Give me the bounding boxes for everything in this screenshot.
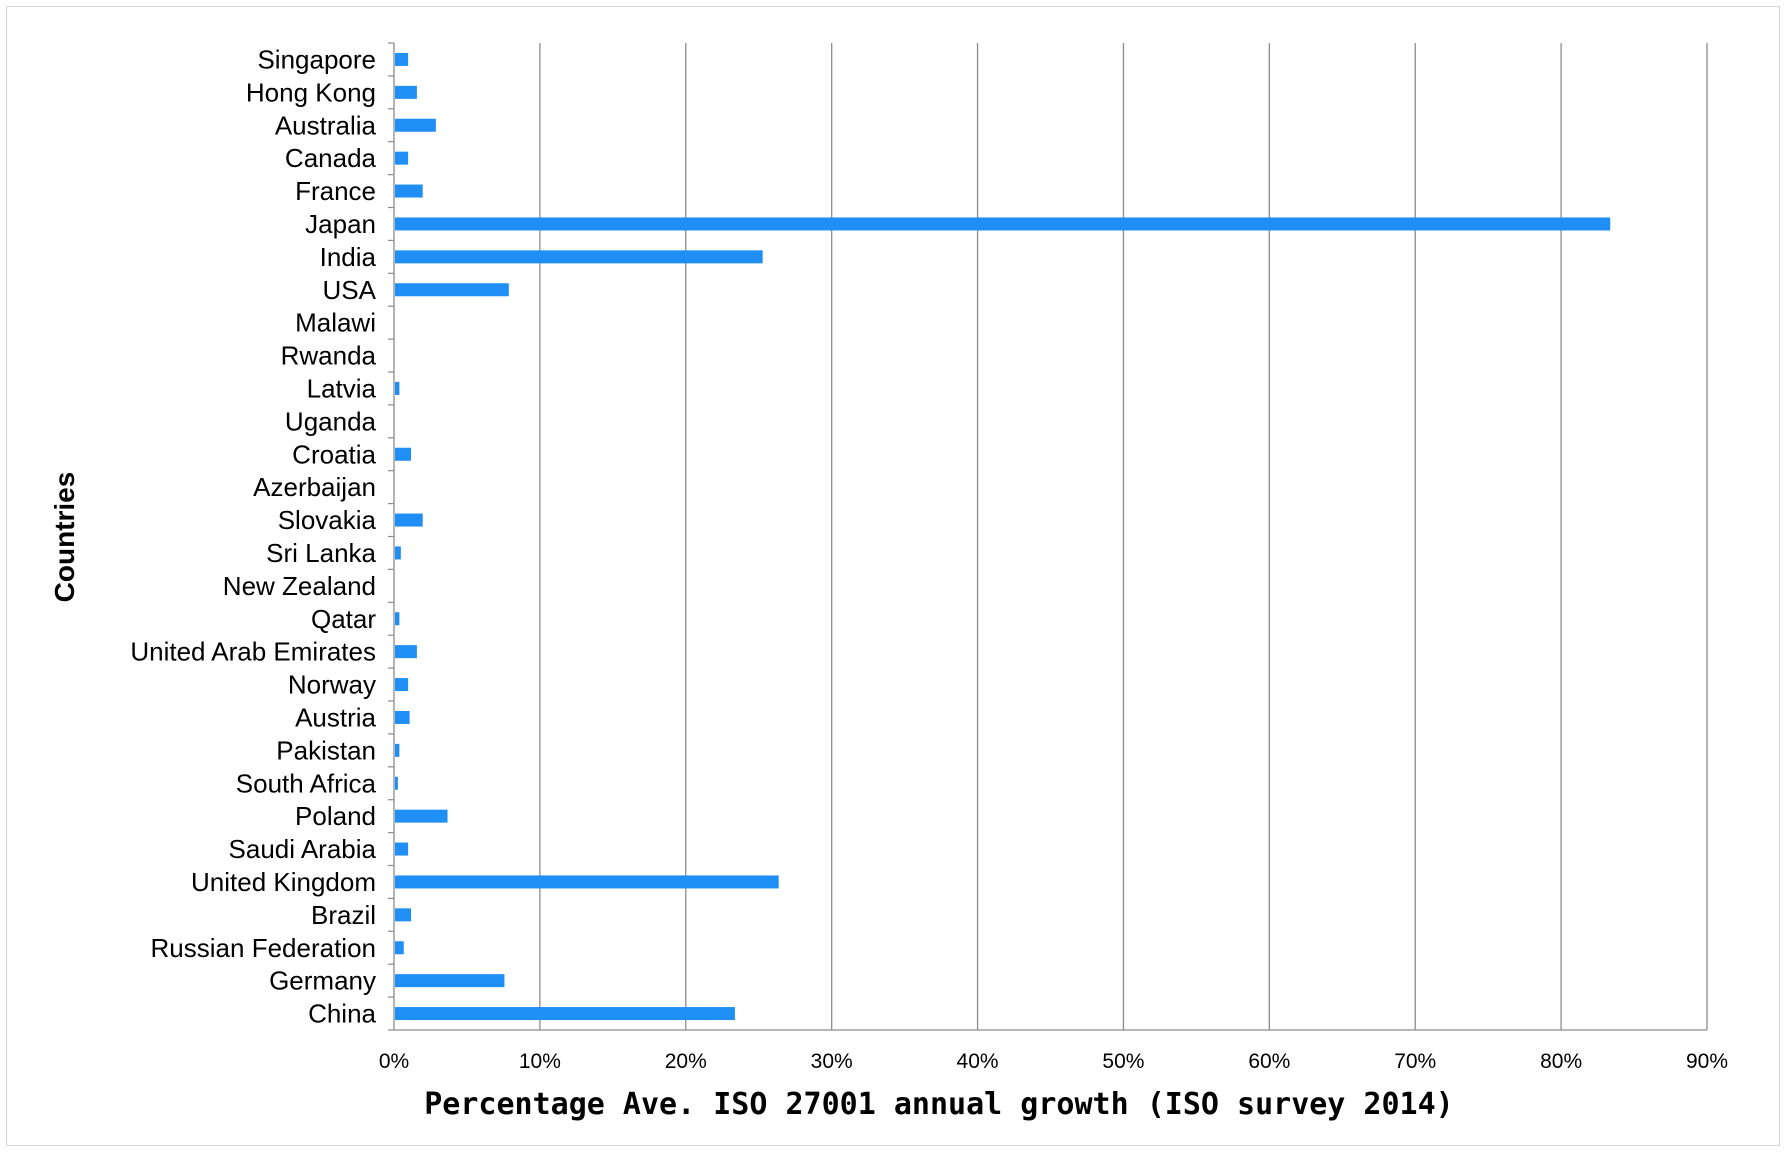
category-label: China [308,999,376,1029]
category-label: France [295,176,376,206]
x-tick-label: 40% [957,1050,999,1073]
bar [395,974,505,988]
bars [395,52,1611,1021]
category-label: Japan [305,209,376,239]
bar [395,809,448,823]
x-tick-label: 30% [811,1050,853,1073]
x-tick-label: 90% [1686,1050,1728,1073]
x-tick-label: 70% [1394,1050,1436,1073]
category-label: Malawi [295,308,376,338]
category-label: Canada [285,143,377,173]
category-label: Qatar [311,604,376,634]
category-label: Austria [295,702,376,732]
bar [395,513,423,527]
bar [395,151,409,165]
bar [395,184,423,198]
gridlines [539,43,1708,1030]
category-label: Norway [288,670,376,700]
bar [395,283,509,297]
x-tick-label: 50% [1102,1050,1144,1073]
category-label: India [320,242,377,272]
bar [395,908,412,922]
bar [395,217,1611,231]
axes [388,42,1707,1031]
bar [395,842,409,856]
bar [395,447,412,461]
category-label: South Africa [236,768,377,798]
bar [395,118,436,132]
bar [395,612,400,626]
category-label: United Arab Emirates [130,637,376,667]
bar [395,678,409,692]
bar [395,645,417,659]
category-label: USA [323,275,377,305]
category-label: Germany [269,966,376,996]
bar [395,546,401,560]
bar [395,776,398,790]
bar [395,381,400,395]
bar [395,875,779,889]
category-label: Hong Kong [246,77,376,107]
category-label: Uganda [285,406,377,436]
category-label: Singapore [257,44,376,74]
bar [395,250,763,264]
category-label: New Zealand [223,571,376,601]
bar [395,1007,735,1021]
category-label: Sri Lanka [266,538,376,568]
x-tick-label: 20% [665,1050,707,1073]
chart-frame: Singapore Hong Kong Australia Canada France J… [6,6,1780,1146]
category-label: Latvia [307,373,377,403]
category-label: Azerbaijan [253,472,376,502]
bar [395,743,400,757]
y-axis-title: Countries [49,472,80,603]
bar [395,52,409,66]
x-tick-label: 80% [1540,1050,1582,1073]
bar [395,710,410,724]
category-label: Australia [275,110,377,140]
category-label: Slovakia [278,505,377,535]
x-tick-label: 0% [379,1050,409,1073]
category-label: Pakistan [276,735,376,765]
category-label: United Kingdom [191,867,376,897]
category-label: Saudi Arabia [229,834,377,864]
x-tick-label: 10% [519,1050,561,1073]
category-label: Rwanda [281,341,377,371]
x-axis-title: Percentage Ave. ISO 27001 annual growth … [424,1087,1454,1122]
x-tick-labels: 0% 10% 20% 30% 40% 50% 60% 70% 80% 90% [379,1050,1728,1073]
category-label: Croatia [292,439,376,469]
category-label: Brazil [311,900,376,930]
x-tick-label: 60% [1248,1050,1290,1073]
bar [395,941,404,955]
category-label: Russian Federation [151,933,376,963]
category-label: Poland [295,801,376,831]
bar [395,85,417,99]
